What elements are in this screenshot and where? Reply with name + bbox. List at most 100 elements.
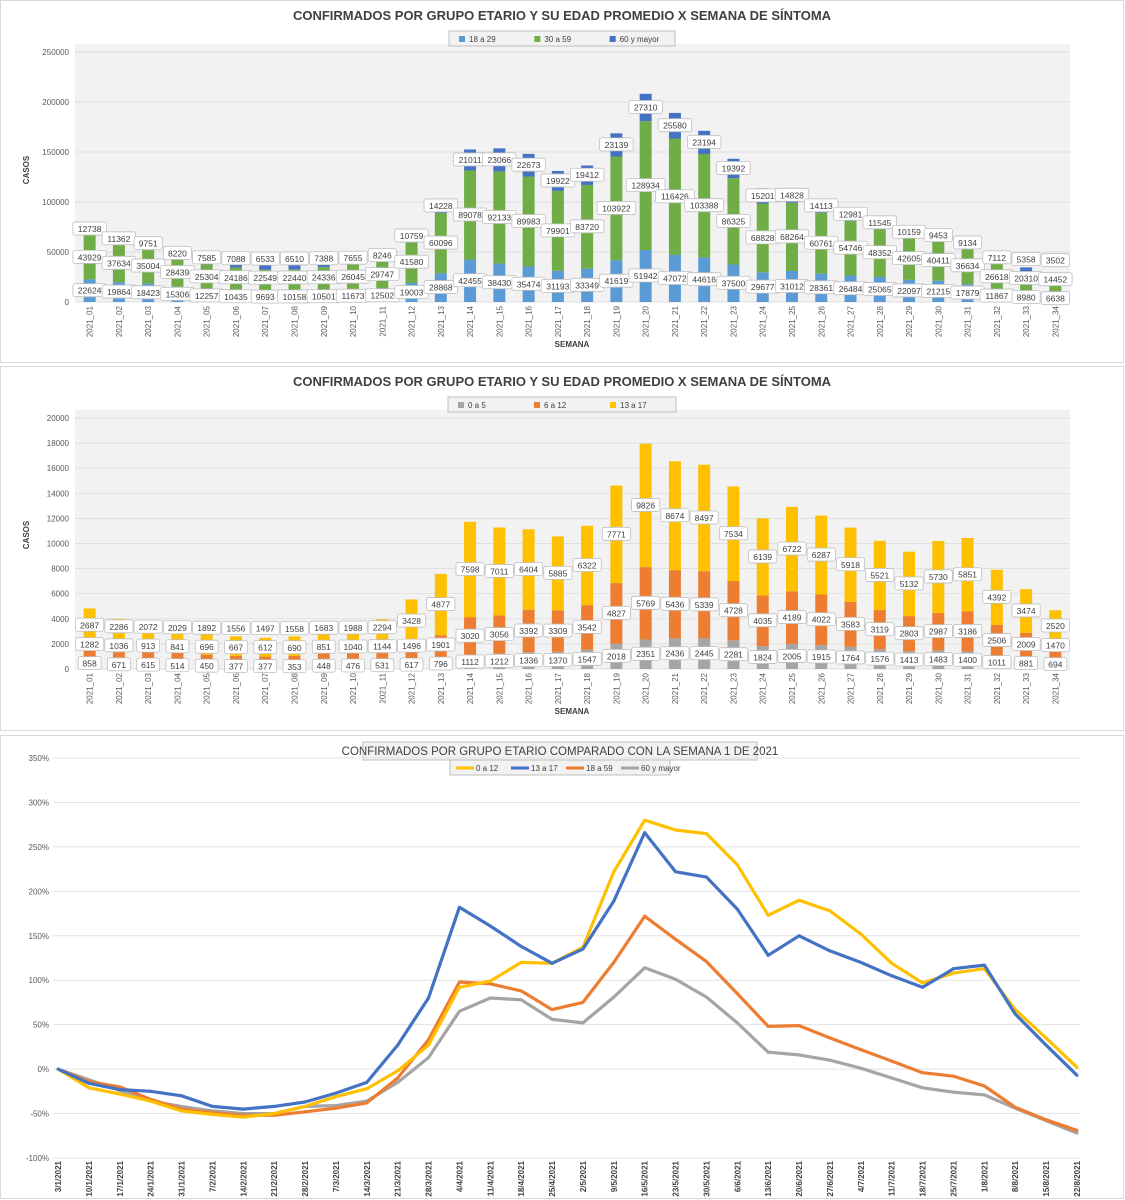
chart-1-title: CONFIRMADOS POR GRUPO ETARIO Y SU EDAD P… [293,8,832,23]
x-tick-label: 2021_18 [583,305,592,337]
chart-relative-change: CONFIRMADOS POR GRUPO ETARIO COMPARADO C… [0,735,1124,1199]
data-point [1075,1073,1079,1077]
data-label: 1040 [344,642,363,652]
x-tick-label: 2021_10 [349,672,358,704]
y-tick-label: 16000 [47,464,70,473]
legend-label: 0 a 5 [468,401,486,410]
data-label: 1547 [578,654,597,664]
data-label: 17879 [956,288,980,298]
data-label-box [194,639,219,654]
data-label: 5339 [695,600,714,610]
data-label: 14828 [780,190,804,200]
data-label-box [484,564,514,578]
x-tick-label: 2021_30 [934,672,943,704]
data-label-box [543,623,573,638]
y-tick-label: 8000 [51,565,69,574]
data-point [519,944,523,948]
data-label-box [367,620,397,635]
data-label: 35004 [136,261,160,271]
data-point [303,1100,307,1104]
x-tick-label: 2021_22 [700,672,709,704]
x-tick-label: 21/2/2021 [270,1160,279,1196]
data-label: 1400 [958,655,977,665]
data-label-box [221,621,251,636]
bar-segment [1020,267,1033,273]
data-label: 858 [83,659,97,669]
bar-segment [259,263,272,270]
data-label: 5358 [1017,255,1036,265]
x-tick-label: 2021_25 [788,672,797,704]
data-label: 1144 [373,642,392,652]
data-point [951,1090,955,1094]
data-point [210,1112,214,1116]
data-label: 48352 [868,248,892,258]
data-label-box [631,498,661,512]
data-label: 89078 [458,210,482,220]
data-label-box [428,656,453,671]
x-tick-label: 25/7/2021 [949,1160,958,1196]
x-tick-label: 2021_16 [525,305,534,337]
x-tick-label: 2021_25 [788,305,797,337]
data-label-box [514,653,544,668]
data-label-box [543,653,573,667]
data-point [704,960,708,964]
x-tick-label: 2021_14 [466,305,475,337]
data-label-box [1014,656,1038,670]
x-tick-label: 2021_21 [671,305,680,337]
data-label: 14452 [1044,275,1068,285]
chart-cases-by-age-minors: CONFIRMADOS POR GRUPO ETARIO Y SU EDAD P… [0,366,1124,731]
data-label: 12981 [839,209,863,219]
x-tick-label: 2021_13 [437,672,446,704]
data-label-box [426,597,456,611]
data-point [766,953,770,957]
x-tick-label: 2021_33 [1022,305,1031,337]
data-label: 20310 [1014,274,1038,284]
data-label: 19003 [400,287,424,297]
x-tick-label: 2021_15 [495,305,504,337]
x-tick-label: 2021_04 [173,305,182,337]
y-tick-label: 150% [29,932,49,941]
data-label: 2281 [724,650,743,660]
data-label: 5521 [870,570,889,580]
data-label: 7088 [226,254,245,264]
data-point [921,1071,925,1075]
data-label: 103922 [602,203,631,213]
data-label: 8246 [373,251,392,261]
data-label: 2987 [929,627,948,637]
x-tick-label: 28/2/2021 [301,1160,310,1196]
data-label-box [250,251,280,266]
x-tick-label: 2021_09 [320,305,329,337]
y-tick-label: 200% [29,887,49,896]
data-label-box [341,658,365,673]
y-tick-label: 300% [29,798,49,807]
data-label-box [836,650,866,665]
data-point [488,924,492,928]
data-label: 1824 [753,653,772,663]
data-point [118,1088,122,1092]
x-tick-label: 2021_14 [466,672,475,704]
data-label-box [426,637,456,652]
x-tick-label: 2021_22 [700,305,709,337]
data-label: 11545 [868,218,891,228]
data-point [396,1080,400,1084]
data-label: 42605 [897,254,921,264]
data-point [643,914,647,918]
data-point [735,992,739,996]
x-tick-label: 22/8/2021 [1073,1160,1082,1196]
data-point [735,1021,739,1025]
data-label: 31193 [546,281,569,291]
data-label-box [484,653,514,668]
legend-box [449,759,671,776]
x-tick-label: 2021_11 [378,672,387,703]
data-label: 881 [1019,658,1033,668]
x-tick-label: 24/1/2021 [147,1160,156,1196]
data-label: 3186 [958,626,977,636]
data-label-box [311,639,336,654]
x-tick-label: 2021_33 [1022,672,1031,704]
data-label-box [455,562,485,576]
data-label: 1764 [841,653,860,663]
data-label-box [923,228,953,243]
data-point [488,996,492,1000]
x-tick-label: 15/8/2021 [1042,1160,1051,1196]
data-label: 9826 [636,500,655,510]
